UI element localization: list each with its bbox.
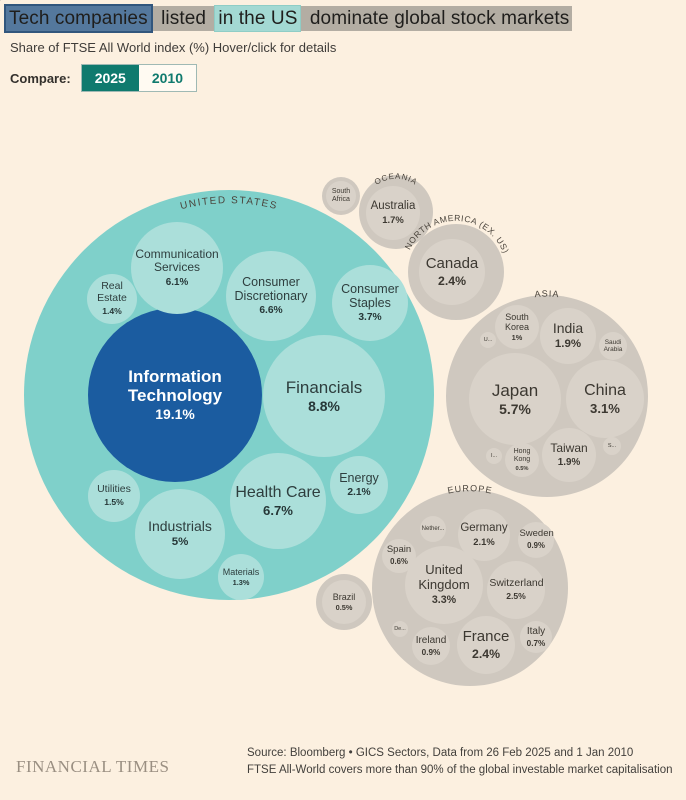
financial-times-logo: FINANCIAL TIMES: [16, 757, 170, 776]
bubble-india[interactable]: India 1.9%: [540, 308, 596, 364]
decorative-bubble: [0, 0, 1, 1]
bubble-switzerland[interactable]: Switzerland 2.5%: [487, 561, 545, 619]
decorative-bubble: [0, 0, 1, 1]
bubble-china[interactable]: China 3.1%: [566, 360, 644, 438]
source-note: Source: Bloomberg • GICS Sectors, Data f…: [247, 745, 673, 778]
bubble-truncated-s[interactable]: S...: [603, 437, 621, 455]
compare-button-group: 2025 2010: [80, 64, 197, 92]
decorative-bubble: [0, 0, 1, 1]
decorative-bubble: [0, 0, 1, 1]
bubble-south-africa[interactable]: South Africa: [326, 181, 356, 211]
bubble-denmark-truncated[interactable]: De...: [392, 621, 408, 637]
bubble-consumer-discretionary[interactable]: Consumer Discretionary 6.6%: [226, 251, 316, 341]
bubble-financials[interactable]: Financials 8.8%: [263, 335, 385, 457]
bubble-communication-services[interactable]: Communication Services 6.1%: [131, 222, 223, 314]
decorative-bubble: [0, 0, 1, 1]
decorative-bubble: [0, 0, 1, 1]
bubble-materials[interactable]: Materials 1.3%: [218, 554, 264, 600]
bubble-spain[interactable]: Spain 0.6%: [382, 539, 416, 573]
decorative-bubble: [0, 0, 1, 1]
bubble-consumer-staples[interactable]: Consumer Staples 3.7%: [332, 265, 408, 341]
decorative-bubble: [0, 0, 1, 1]
decorative-bubble: [0, 0, 1, 1]
decorative-bubble: [0, 0, 1, 1]
bubble-health-care[interactable]: Health Care 6.7%: [230, 453, 326, 549]
decorative-bubble: [0, 0, 1, 1]
bubble-netherlands-truncated[interactable]: Nether...: [420, 516, 446, 542]
bubble-canada[interactable]: Canada 2.4%: [419, 239, 485, 305]
decorative-bubble: [0, 0, 1, 1]
bubble-saudi-arabia[interactable]: Saudi Arabia: [599, 332, 627, 360]
bubble-united-kingdom[interactable]: United Kingdom 3.3%: [405, 546, 483, 624]
bubble-brazil[interactable]: Brazil 0.5%: [322, 580, 366, 624]
decorative-bubble: [0, 0, 1, 1]
decorative-bubble: [0, 0, 1, 1]
decorative-bubble: [0, 0, 1, 1]
decorative-bubble: [0, 0, 1, 1]
compare-label: Compare:: [10, 70, 71, 86]
bubble-italy[interactable]: Italy 0.7%: [520, 621, 552, 653]
bubble-energy[interactable]: Energy 2.1%: [330, 456, 388, 514]
decorative-bubble: [0, 0, 1, 1]
title-highlight-in-the-us: in the US: [214, 5, 302, 32]
bubble-truncated-u[interactable]: U...: [480, 332, 496, 348]
bubble-industrials[interactable]: Industrials 5%: [135, 489, 225, 579]
decorative-bubble: [0, 0, 1, 1]
decorative-bubble: [0, 0, 1, 1]
decorative-bubble: [0, 0, 1, 1]
title-segment: listed: [152, 6, 215, 31]
bubble-sweden[interactable]: Sweden 0.9%: [518, 522, 554, 558]
bubble-taiwan[interactable]: Taiwan 1.9%: [542, 428, 596, 482]
compare-button-2025[interactable]: 2025: [81, 65, 139, 91]
title-highlight-tech-companies: Tech companies: [4, 4, 153, 33]
decorative-bubble: [0, 0, 1, 1]
bubble-france[interactable]: France 2.4%: [457, 616, 515, 674]
decorative-bubble: [0, 0, 1, 1]
decorative-bubble: [0, 0, 1, 1]
title-segment: dominate global stock markets: [301, 6, 573, 31]
decorative-bubble: [0, 0, 1, 1]
bubble-real-estate[interactable]: Real Estate 1.4%: [87, 274, 137, 324]
source-line-1: Source: Bloomberg • GICS Sectors, Data f…: [247, 747, 634, 759]
compare-control: Compare: 2025 2010: [10, 64, 197, 92]
compare-button-2010[interactable]: 2010: [151, 70, 183, 86]
bubble-germany[interactable]: Germany 2.1%: [458, 509, 510, 561]
bubble-hong-kong[interactable]: Hong Kong 0.5%: [505, 443, 539, 477]
decorative-bubble: [0, 0, 1, 1]
bubble-ireland[interactable]: Ireland 0.9%: [412, 627, 450, 665]
source-line-2: FTSE All-World covers more than 90% of t…: [247, 763, 673, 776]
bubble-australia[interactable]: Australia 1.7%: [366, 186, 420, 240]
bubble-south-korea[interactable]: South Korea 1%: [495, 305, 539, 349]
page-title: Tech companies listed in the US dominate…: [4, 4, 573, 33]
decorative-bubble: [0, 0, 1, 1]
bubble-utilities[interactable]: Utilities 1.5%: [88, 470, 140, 522]
bubble-truncated-i[interactable]: I...: [486, 448, 502, 464]
bubble-japan[interactable]: Japan 5.7%: [469, 353, 561, 445]
chart-subtitle: Share of FTSE All World index (%) Hover/…: [10, 40, 337, 55]
bubble-information-technology[interactable]: Information Technology 19.1%: [88, 308, 262, 482]
